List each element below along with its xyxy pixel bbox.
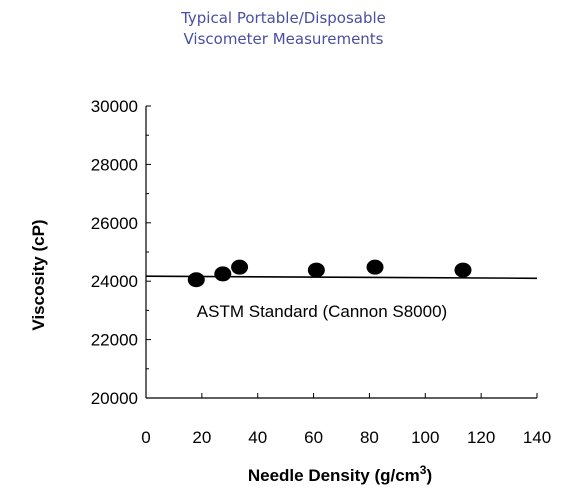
x-tick-label: 20 (192, 428, 211, 447)
plot-frame (145, 106, 537, 399)
y-tick-label: 24000 (91, 272, 138, 291)
axis-ticks: 20000 22000 24000 26000 28000 30000 0 20 40 60 80 1… (91, 97, 551, 447)
y-tick-label: 26000 (91, 214, 138, 233)
reference-line (145, 275, 538, 280)
y-tick-label: 22000 (91, 331, 138, 350)
y-tick-label: 28000 (91, 155, 138, 174)
y-axis-title: Viscosity (cP) (29, 219, 48, 330)
x-tick-label: 60 (304, 428, 323, 447)
data-point (366, 259, 384, 275)
x-axis-title-main: Needle Density (g/cm (248, 466, 420, 485)
x-tick-label: 40 (248, 428, 267, 447)
chart-title: Typical Portable/Disposable Viscometer M… (0, 8, 567, 50)
x-tick-label: 0 (141, 428, 150, 447)
y-tick-label: 30000 (91, 97, 138, 116)
data-point (454, 262, 472, 278)
x-tick-label: 120 (467, 428, 495, 447)
y-tick-label: 20000 (91, 389, 138, 408)
reference-line-group (145, 275, 538, 280)
data-point (307, 262, 325, 278)
x-tick-label: 100 (411, 428, 439, 447)
x-axis-title-end: ) (426, 466, 432, 485)
data-point (214, 266, 232, 282)
data-point (231, 259, 249, 275)
x-tick-label: 80 (360, 428, 379, 447)
x-axis-title-sup: 3 (420, 463, 427, 477)
chart-title-line-2: Viscometer Measurements (183, 30, 384, 48)
reference-line-label: ASTM Standard (Cannon S8000) (197, 302, 447, 321)
x-tick-label: 140 (523, 428, 551, 447)
x-axis-title: Needle Density (g/cm3) (248, 463, 432, 485)
data-points (187, 259, 472, 288)
chart-title-line-1: Typical Portable/Disposable (181, 9, 386, 27)
data-point (187, 272, 205, 288)
